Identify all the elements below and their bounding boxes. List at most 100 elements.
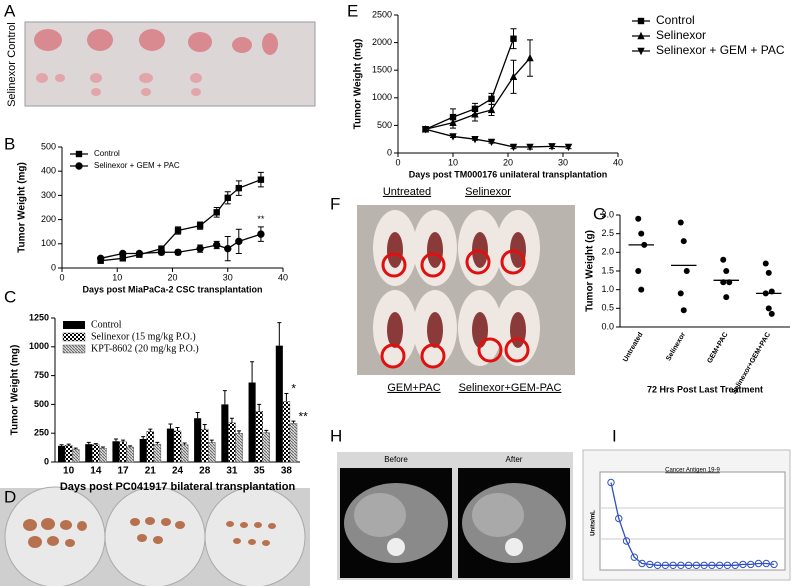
marker	[677, 561, 685, 569]
bar	[85, 444, 93, 462]
x-tick-label: 40	[278, 272, 288, 282]
photo-label: Control	[6, 22, 18, 57]
series-line	[100, 233, 262, 259]
bar	[57, 445, 66, 462]
panel-letter: H	[330, 426, 342, 445]
y-tick-label: 3.0	[601, 209, 614, 219]
error-bar	[229, 417, 234, 423]
x-tick-label: 14	[90, 466, 102, 477]
marker	[564, 143, 573, 152]
error-bar	[264, 429, 269, 433]
marker	[637, 17, 645, 25]
photo-label: Untreated	[383, 186, 431, 198]
error-bar	[284, 392, 289, 402]
marker	[119, 255, 126, 262]
marker	[421, 126, 430, 134]
x-tick-label: 35	[254, 466, 266, 477]
marker	[622, 537, 631, 545]
x-tick-label: 30	[558, 157, 568, 167]
marker	[770, 560, 778, 569]
error-bar	[195, 411, 200, 419]
y-tick-label: 2500	[372, 9, 392, 19]
y-tick-label: 300	[41, 190, 56, 200]
marker	[449, 133, 457, 141]
photo-label: Selinexor+GEM-PAC	[459, 382, 562, 394]
x-axis-label: Days post PC041917 bilateral transplanta…	[60, 481, 296, 493]
y-tick-label: 2.5	[601, 228, 614, 238]
y-tick-label: 500	[34, 399, 49, 409]
legend-label: Selinexor + GEM + PAC	[656, 43, 785, 57]
x-tick-label: 0	[59, 272, 64, 282]
point	[638, 230, 645, 237]
y-tick-label: 750	[34, 370, 49, 380]
y-tick-label: 0	[387, 147, 392, 157]
point	[765, 269, 772, 276]
legend-swatch	[63, 321, 85, 329]
y-tick-label: 500	[41, 141, 56, 151]
error-bar	[141, 436, 146, 439]
marker	[548, 143, 556, 151]
marker	[487, 138, 496, 147]
marker	[257, 230, 265, 238]
marker	[723, 561, 732, 569]
legend-label: Selinexor	[656, 28, 706, 42]
marker	[196, 222, 204, 229]
x-tick-label: 10	[448, 157, 458, 167]
marker	[213, 209, 220, 216]
annotation: **	[298, 409, 308, 423]
marker	[487, 105, 496, 114]
marker	[196, 244, 204, 253]
y-tick-label: 0	[51, 262, 56, 272]
point	[723, 268, 730, 274]
chart-title: Cancer Antigen 19-9	[665, 468, 720, 474]
marker	[762, 559, 770, 568]
y-tick-label: 1500	[372, 65, 392, 75]
marker	[526, 143, 534, 152]
x-tick-label: 28	[199, 466, 211, 477]
error-bar	[100, 446, 105, 449]
y-tick-label: 1000	[29, 341, 49, 351]
point	[765, 305, 772, 312]
x-tick-label: 20	[167, 272, 177, 282]
y-axis-label: Tumor Weight (g)	[585, 230, 596, 312]
legend-label: Selinexor (15 mg/kg P.O.)	[91, 331, 196, 342]
y-axis-label: Tumor Weight (mg)	[10, 345, 21, 436]
marker	[526, 53, 534, 62]
point	[762, 260, 769, 267]
marker	[739, 560, 747, 569]
marker	[235, 184, 242, 192]
marker	[488, 95, 495, 103]
marker	[630, 553, 638, 561]
bar	[139, 438, 147, 462]
photo-label: After	[506, 455, 523, 464]
bar	[99, 447, 107, 463]
bar	[146, 431, 155, 463]
x-tick-label: Untreated	[622, 331, 644, 363]
error-bar	[148, 428, 153, 432]
series-line	[100, 179, 262, 262]
point	[720, 256, 727, 263]
marker	[224, 244, 232, 253]
panel-letter: E	[347, 1, 358, 20]
point	[638, 286, 645, 293]
bar	[228, 422, 236, 463]
marker	[213, 241, 221, 249]
marker	[637, 31, 645, 40]
annotation: **	[257, 214, 265, 224]
error-bar	[291, 420, 296, 424]
y-axis-label: Units/mL	[591, 510, 597, 536]
error-bar	[202, 424, 207, 430]
bar	[173, 430, 182, 463]
bar	[166, 428, 174, 462]
photo-label: Selinexor	[465, 186, 511, 198]
marker	[257, 176, 265, 183]
series-line	[425, 38, 515, 130]
error-bar	[73, 447, 78, 450]
x-tick-label: 38	[281, 466, 293, 477]
panel-letter: G	[593, 204, 606, 223]
y-tick-label: 1.0	[601, 284, 614, 294]
marker	[135, 249, 144, 258]
x-axis-label: Days post TM000176 unilateral transplant…	[409, 169, 608, 179]
x-tick-label: 40	[613, 157, 623, 167]
bar	[221, 404, 229, 462]
